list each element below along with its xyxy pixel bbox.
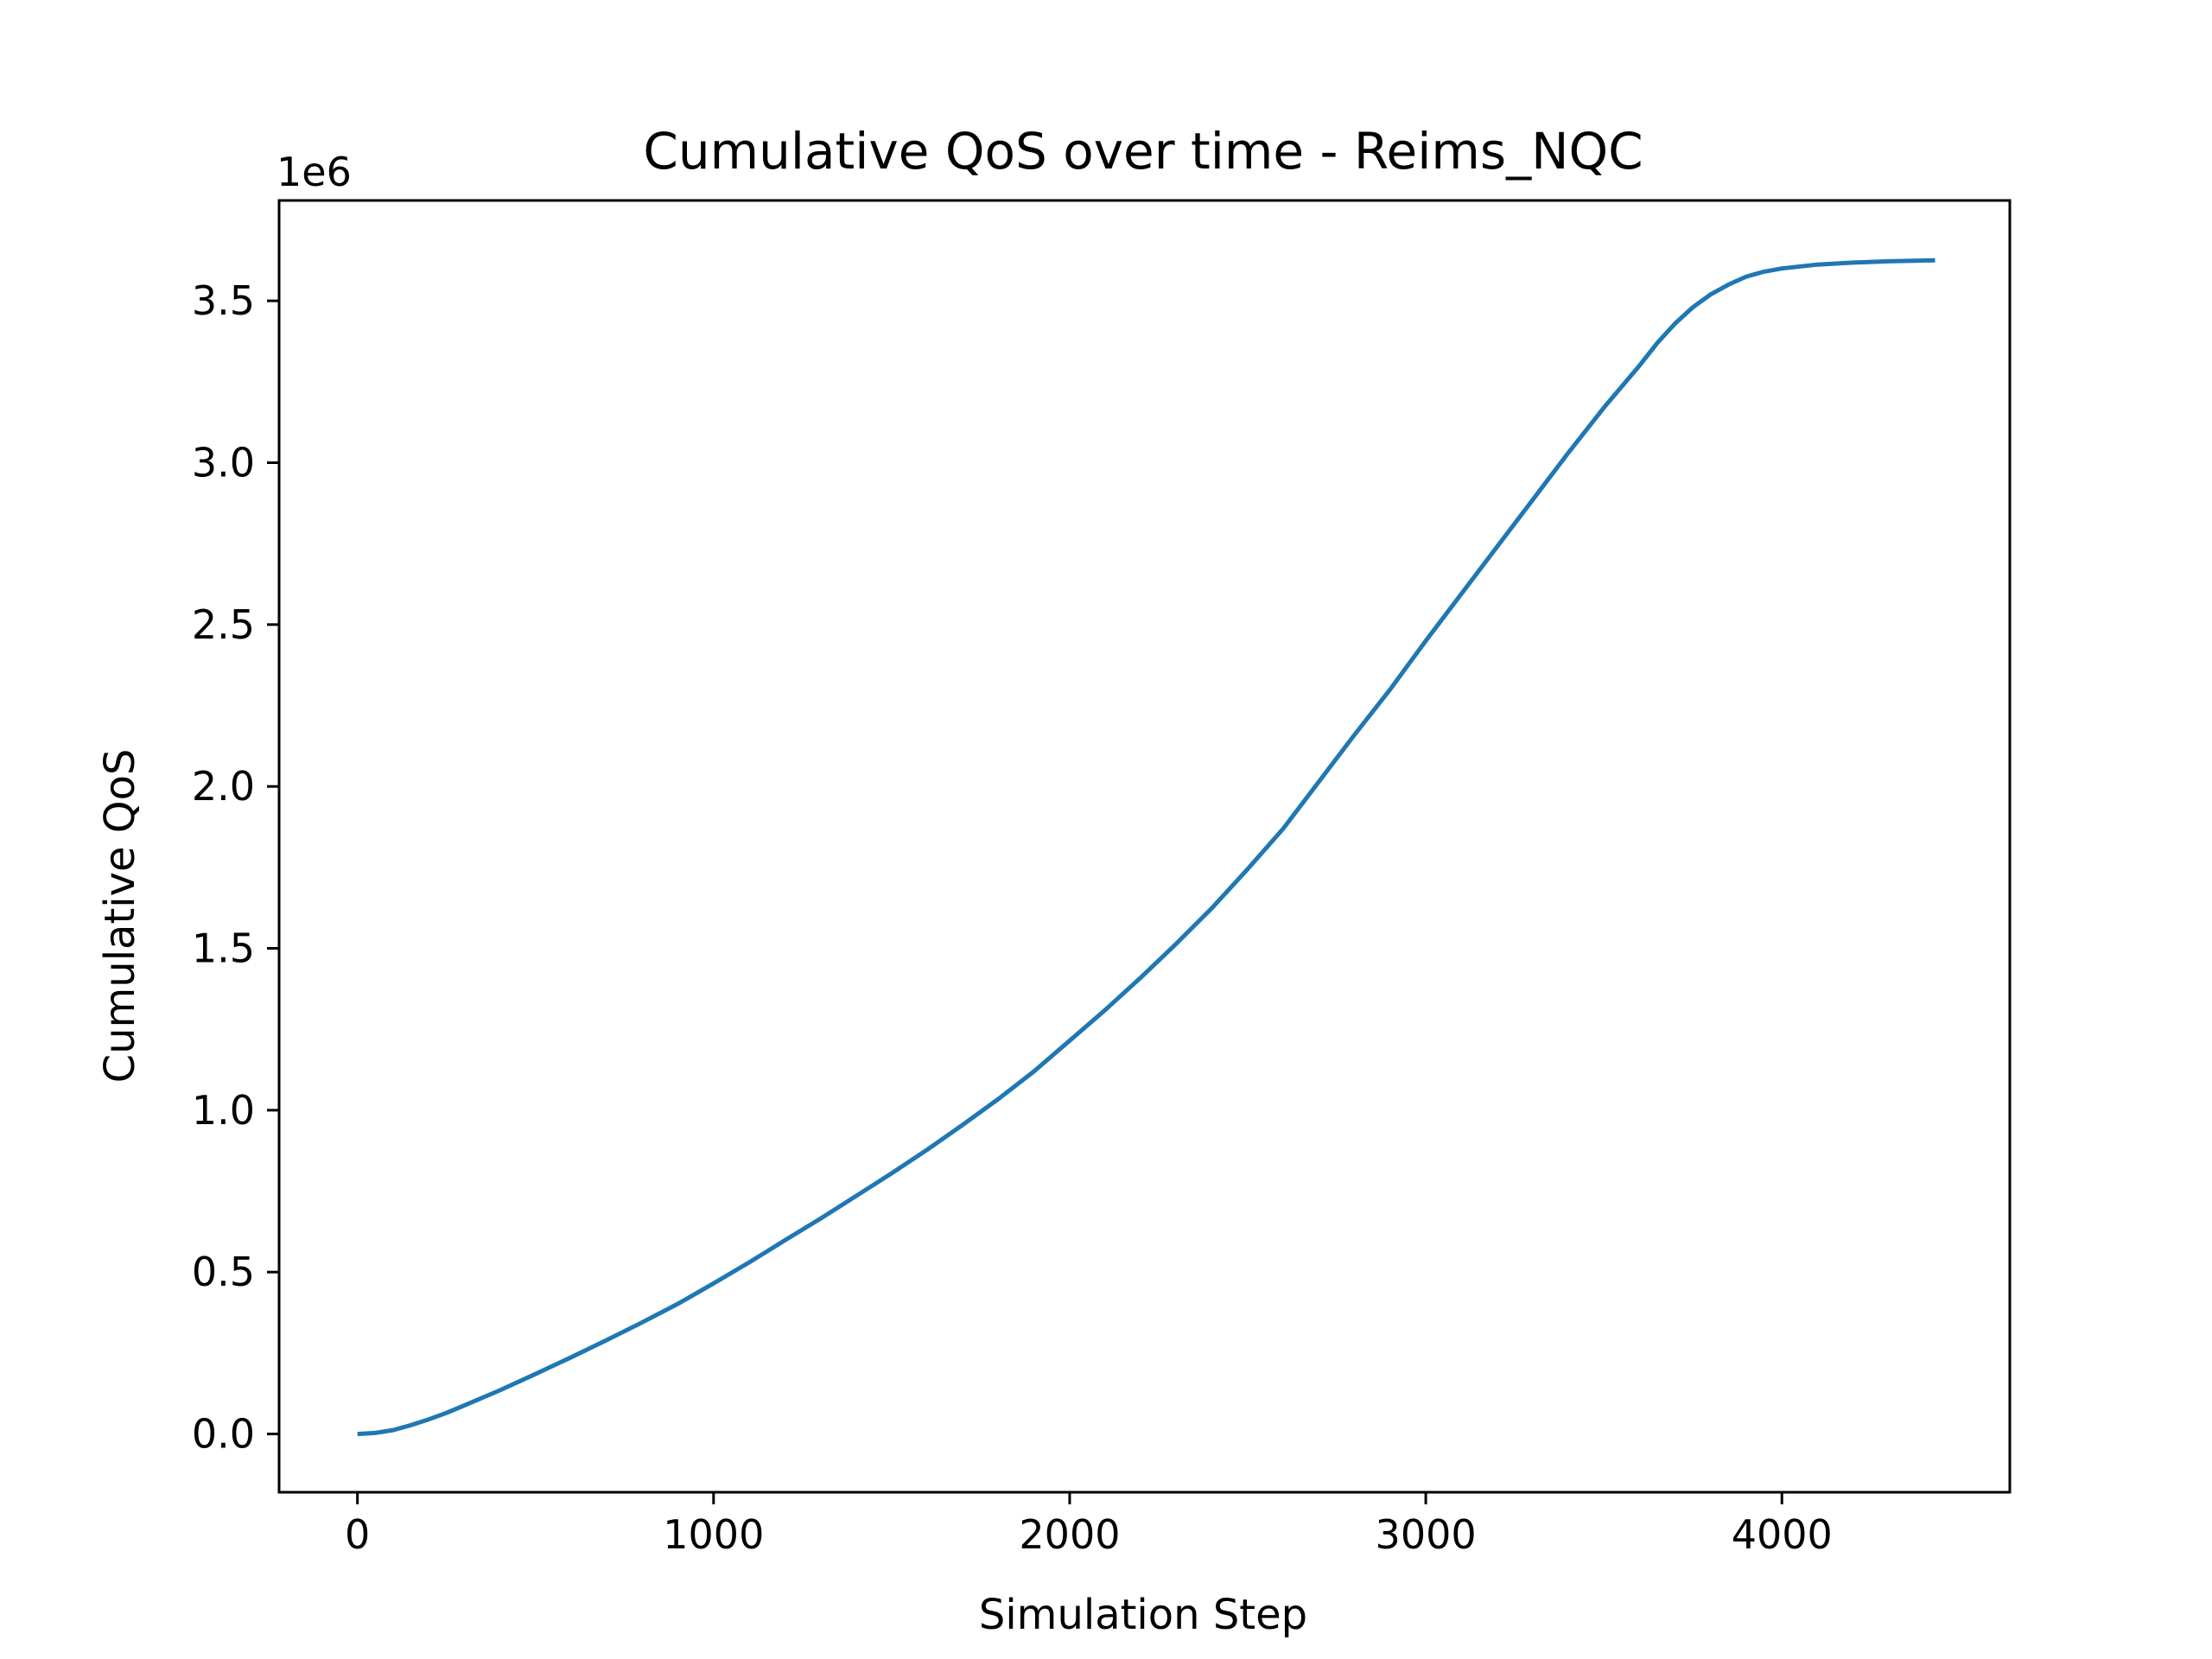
series-line	[357, 257, 1936, 1437]
y-tick-label: 0.0	[192, 1411, 255, 1458]
y-tick-label: 2.0	[192, 763, 255, 810]
y-tick-label: 2.5	[192, 601, 255, 648]
y-axis-label: Cumulative QoS	[96, 749, 144, 1084]
x-tick-label: 3000	[1376, 1511, 1477, 1558]
y-offset-label: 1e6	[276, 149, 352, 195]
x-tick-label: 1000	[663, 1511, 764, 1558]
y-tick-label: 3.5	[192, 277, 255, 324]
chart-title: Cumulative QoS over time - Reims_NQC	[643, 122, 1643, 181]
y-tick-label: 3.0	[192, 439, 255, 486]
y-tick-label: 0.5	[192, 1249, 255, 1295]
x-tick-label: 0	[345, 1511, 370, 1558]
y-tick-label: 1.5	[192, 925, 255, 972]
y-axis-ticks: 0.0 0.5 1.0 1.5 2.0 2.5 3.0 3.5	[192, 277, 279, 1458]
y-tick-label: 1.0	[192, 1087, 255, 1134]
x-tick-label: 4000	[1732, 1511, 1833, 1558]
axes-frame	[277, 199, 2012, 1494]
x-axis-ticks: 0 1000 2000 3000 4000	[345, 1492, 1833, 1558]
x-axis-label: Simulation Step	[979, 1591, 1307, 1639]
x-tick-label: 2000	[1019, 1511, 1120, 1558]
